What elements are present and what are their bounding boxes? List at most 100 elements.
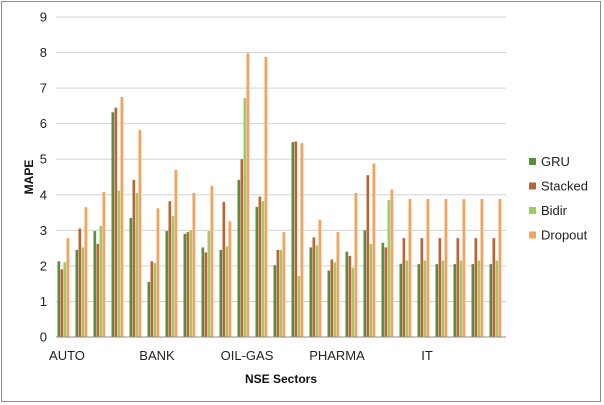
bar-stacked-20 [420,238,424,337]
bar-dropout-7 [192,193,196,337]
bar-shadow [177,169,178,337]
bar-bidir-5 [153,263,157,337]
bars [57,53,502,338]
bar-shadow [339,232,340,337]
bar-shadow [123,97,124,337]
bar-stacked-3 [114,107,118,337]
bar-dropout-2 [102,191,106,337]
bar-shadow [69,238,70,337]
bar-stacked-13 [294,141,298,337]
x-tick-label: AUTO [49,348,85,363]
legend-swatch-bidir [529,207,536,214]
bar-dropout-1 [84,207,88,337]
bar-bidir-10 [243,98,247,337]
bar-shadow [249,53,250,338]
bar-shadow [375,163,376,337]
bar-stacked-17 [366,175,370,337]
bar-dropout-8 [210,185,214,337]
bar-gru-15 [327,270,331,337]
bar-shadow [411,199,412,337]
y-tick-label: 6 [40,116,47,131]
bar-dropout-14 [318,219,322,337]
bar-shadow [447,199,448,337]
bar-bidir-8 [207,231,211,337]
bar-bidir-0 [63,262,67,337]
bar-gru-14 [309,247,313,337]
legend-label-stacked: Stacked [541,179,588,194]
bar-gru-13 [291,142,295,337]
bar-shadow [321,219,322,337]
bar-bidir-23 [477,260,481,337]
bar-gru-16 [345,251,349,337]
bar-stacked-19 [402,238,406,337]
bar-gru-23 [471,264,475,337]
bar-shadow [285,232,286,337]
bar-bidir-6 [171,216,175,337]
bar-shadow [231,221,232,337]
x-axis: AUTO BANK OIL-GAS PHARMA IT [49,336,506,363]
bar-bidir-24 [495,260,499,337]
bar-bidir-20 [423,260,427,337]
bar-gru-7 [183,233,187,337]
bar-gru-6 [165,231,169,337]
bar-dropout-20 [426,199,430,337]
legend-swatch-dropout [529,231,536,239]
bar-stacked-9 [222,201,226,337]
bar-dropout-4 [138,130,142,337]
bar-bidir-11 [261,201,265,337]
bar-bidir-1 [81,247,85,337]
bar-dropout-18 [390,189,394,337]
bar-bidir-13 [297,275,301,337]
y-tick-label: 4 [40,187,47,202]
bar-gru-11 [255,206,259,337]
bar-dropout-11 [264,56,268,337]
bar-stacked-22 [456,238,460,337]
bar-gru-17 [363,230,367,337]
bar-shadow [429,199,430,337]
legend-label-dropout: Dropout [541,228,588,243]
bar-dropout-0 [66,238,70,337]
bar-dropout-19 [408,199,412,337]
x-tick-label: BANK [139,348,175,363]
bar-bidir-21 [441,260,445,337]
bar-shadow [465,199,466,337]
bar-bidir-4 [135,193,139,337]
bar-shadow [195,193,196,337]
bar-gru-18 [381,242,385,337]
bar-gru-4 [129,217,133,337]
bar-dropout-15 [336,232,340,337]
x-tick-label: OIL-GAS [221,348,274,363]
legend-label-gru: GRU [541,154,570,169]
bar-gru-5 [147,281,151,337]
y-tick-label: 3 [40,223,47,238]
bar-stacked-21 [438,238,442,337]
bar-stacked-12 [276,249,280,337]
bar-gru-1 [75,249,79,337]
y-tick-label: 5 [40,152,47,167]
legend-swatch-stacked [529,182,536,190]
bar-stacked-4 [132,179,136,337]
y-tick-label: 0 [40,330,47,345]
legend-label-bidir: Bidir [541,203,568,218]
bar-stacked-18 [384,247,388,337]
y-axis: 0 1 2 3 4 5 6 7 8 9 [40,10,47,345]
y-tick-label: 2 [40,258,47,273]
bar-bidir-3 [117,190,121,337]
bar-shadow [213,185,214,337]
bar-dropout-3 [120,97,124,337]
bar-gru-22 [453,264,457,337]
bar-stacked-16 [348,255,352,337]
bar-bidir-18 [387,200,391,337]
bar-bidir-7 [189,230,193,337]
bar-bidir-22 [459,260,463,337]
bar-dropout-16 [354,193,358,337]
bar-bidir-15 [333,262,337,337]
bar-stacked-5 [150,261,154,337]
bar-gru-21 [435,264,439,337]
bar-shadow [501,199,502,337]
bar-shadow [483,199,484,337]
y-tick-label: 8 [40,45,47,60]
bar-dropout-6 [174,169,178,337]
bar-gru-8 [201,247,205,337]
bar-dropout-17 [372,163,376,337]
